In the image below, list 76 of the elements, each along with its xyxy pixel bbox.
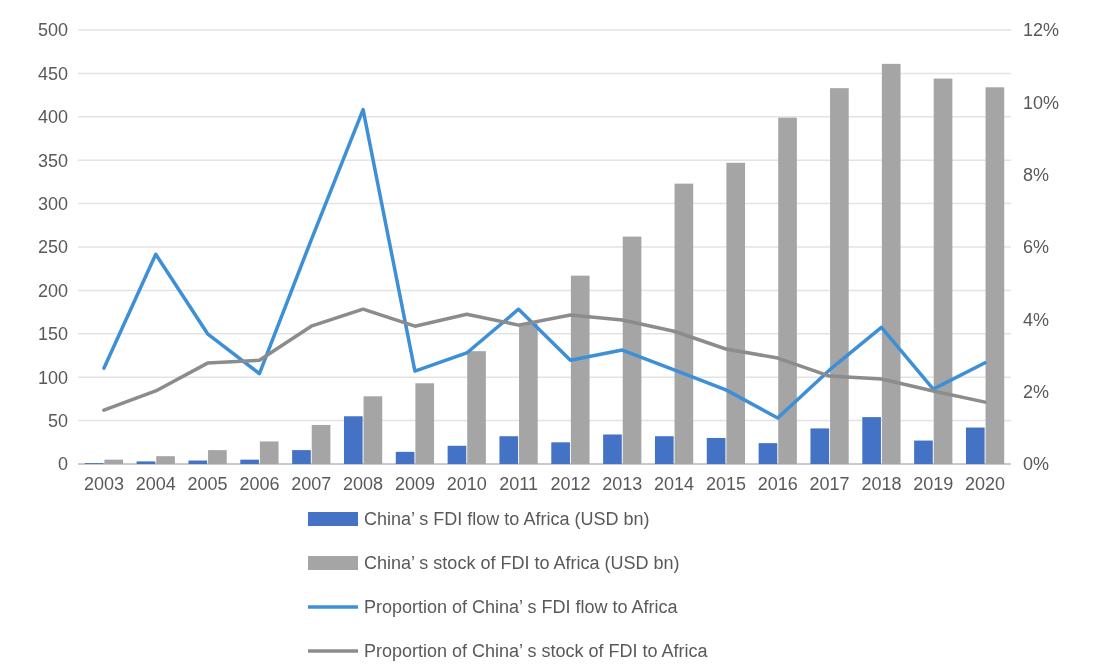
bar: [467, 351, 486, 464]
x-tick-label: 2015: [705, 474, 746, 494]
line-series: [102, 107, 987, 420]
bar: [758, 443, 778, 464]
y-tick-label: 400: [37, 107, 68, 128]
bar: [259, 441, 279, 464]
bar: [603, 434, 622, 464]
legend-label: Proportion of China’ s FDI flow to Africa: [364, 597, 679, 618]
bar: [985, 87, 1005, 464]
y-tick-label: 0: [57, 454, 68, 475]
bar: [208, 450, 227, 464]
y2-tick-label: 2%: [1023, 381, 1050, 402]
y-tick-label: 50: [47, 410, 68, 431]
bar: [830, 88, 849, 464]
bar: [570, 275, 590, 464]
bar: [343, 416, 363, 464]
x-tick-label: 2014: [654, 474, 695, 494]
bar: [965, 427, 985, 464]
y2-tick-label: 0%: [1023, 454, 1050, 475]
bar: [447, 445, 467, 464]
y-tick-label: 300: [37, 193, 68, 214]
y2-tick-label: 4%: [1023, 309, 1050, 330]
y-tick-label: 500: [37, 20, 68, 41]
legend-label: Proportion of China’ s stock of FDI to Africa: [364, 641, 709, 662]
x-tick-label: 2004: [135, 474, 176, 494]
x-tick-label: 2007: [291, 474, 332, 494]
y-tick-label: 350: [37, 150, 68, 171]
bar: [810, 428, 830, 464]
bar: [622, 236, 642, 464]
bar: [519, 323, 538, 464]
legend-label: China’ s stock of FDI to Africa (USD bn): [364, 553, 680, 574]
y2-tick-label: 6%: [1023, 237, 1050, 258]
x-tick-label: 2009: [394, 474, 435, 494]
bar: [395, 451, 415, 464]
x-tick-label: 2010: [446, 474, 487, 494]
bar: [104, 459, 124, 464]
bar: [363, 396, 383, 464]
y-tick-label: 100: [37, 367, 68, 388]
x-tick-label: 2019: [913, 474, 954, 494]
x-tick-label: 2013: [602, 474, 643, 494]
bar: [551, 442, 570, 464]
bar: [914, 440, 933, 464]
x-tick-label: 2018: [861, 474, 902, 494]
bar: [292, 450, 311, 464]
y-tick-label: 250: [37, 237, 68, 258]
bar: [499, 436, 519, 464]
x-tick-label: 2003: [83, 474, 124, 494]
y-tick-label: 200: [37, 280, 68, 301]
bar: [311, 424, 331, 464]
x-tick-label: 2012: [550, 474, 591, 494]
x-tick-label: 2017: [809, 474, 850, 494]
bar: [415, 383, 435, 464]
x-tick-label: 2011: [499, 474, 538, 494]
bar: [674, 183, 694, 464]
bar: [136, 461, 156, 464]
x-tick-label: 2008: [343, 474, 384, 494]
y-tick-label: 150: [37, 324, 68, 345]
bar: [706, 437, 726, 464]
x-tick-label: 2016: [757, 474, 798, 494]
y2-tick-label: 8%: [1023, 164, 1050, 185]
bar: [862, 417, 881, 464]
line-series: [102, 307, 987, 412]
x-tick-label: 2006: [239, 474, 280, 494]
bar: [933, 78, 953, 464]
y-tick-label: 450: [37, 63, 68, 84]
bar: [654, 436, 674, 464]
x-tick-label: 2005: [187, 474, 228, 494]
bar: [240, 459, 259, 464]
legend-label: China’ s FDI flow to Africa (USD bn): [364, 509, 650, 530]
bar: [156, 456, 175, 464]
y2-tick-label: 12%: [1023, 20, 1060, 41]
bar: [881, 63, 901, 464]
bar: [778, 117, 797, 464]
x-tick-label: 2020: [965, 474, 1006, 494]
y2-tick-label: 10%: [1023, 92, 1060, 113]
bar: [726, 162, 746, 464]
